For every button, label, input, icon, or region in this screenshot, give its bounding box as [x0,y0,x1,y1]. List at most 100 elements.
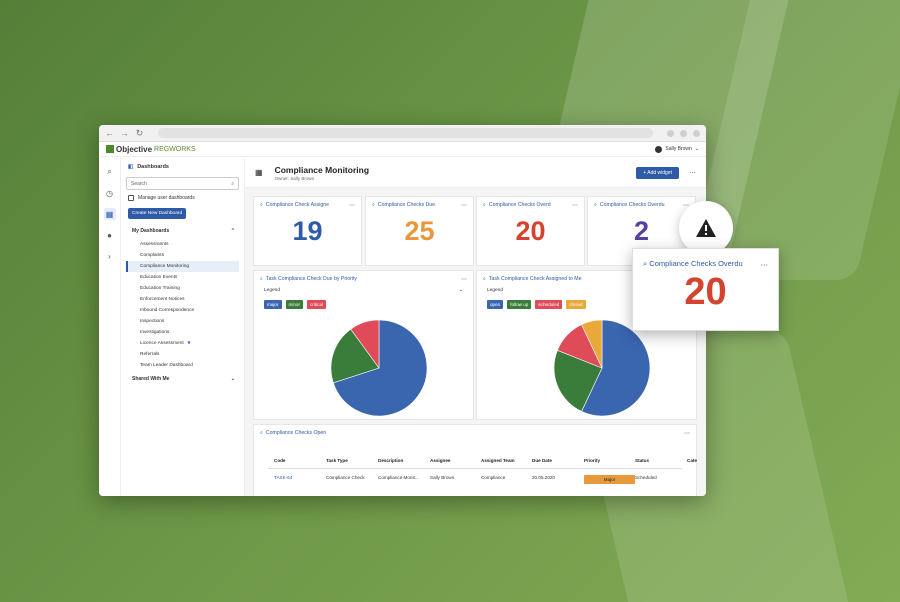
column-header[interactable]: Assigned Team [481,458,515,463]
search-icon[interactable]: ⌕ [107,167,112,176]
manage-label: Manage user dashboards [138,195,195,201]
sidebar-item[interactable]: Licence Assessment ★ [126,338,239,349]
column-header[interactable]: Assignee [430,458,451,463]
dashboard-header: ▦ Compliance Monitoring Owner: Sally Bro… [245,158,706,188]
sidebar-item[interactable]: Inspections [126,316,239,327]
window-control[interactable] [667,129,674,137]
table-cell: Compliance [481,475,506,480]
sidebar-title-text: Dashboards [137,164,169,170]
logo-mark-icon [106,145,114,153]
more-options-icon[interactable]: ⋯ [689,169,696,177]
search-icon: ⌕ [260,430,263,436]
kpi-widget[interactable]: ⌕ Compliance Checks Due ⋯ 25 [365,196,474,266]
address-bar[interactable] [158,128,653,138]
chart-card-priority: ⌕ Task Compliance Check Due by Priority ⋯ … [253,270,474,420]
pie-slice-critical[interactable] [350,319,380,369]
icon-rail: ⌕ ◷ ▦ ● › [99,158,121,496]
legend-tags: open follow up scheduled closed [477,293,696,316]
app-logo[interactable]: Objective REGWORKS [106,145,196,154]
pie-slice-follow-up[interactable] [553,349,603,412]
my-dashboards-label: My Dashboards [132,228,170,234]
legend-toggle[interactable]: Legend ⌄ [254,288,473,293]
overdue-widget-popup[interactable]: ⌕ Compliance Checks Overdu ⋯ 20 [632,248,779,331]
table-cell [687,475,697,484]
add-circle-icon[interactable]: ● [107,230,112,240]
table-cell: 20.05.2020 [532,475,555,480]
browser-toolbar: ← → ↻ [99,125,706,142]
sidebar-item[interactable]: Enforcement Notices [126,294,239,305]
window-control[interactable] [693,129,700,137]
table-cell: Compliance Monit... [378,475,419,480]
sidebar-item[interactable]: Investigations [126,327,239,338]
window-control[interactable] [680,129,687,137]
table-header: Code Task Type Description Assignee Assigned… [268,453,697,469]
more-options-icon[interactable]: ⋯ [683,203,689,209]
history-icon[interactable]: ◷ [106,188,113,198]
sidebar-item[interactable]: Compliance Monitoring [126,261,239,272]
pie-slice-closed[interactable] [581,319,603,369]
legend-toggle[interactable]: Legend [477,288,696,293]
shared-label: Shared With Me [132,376,170,382]
column-header[interactable]: Status [635,458,650,463]
search-icon: ⌕ [483,276,486,282]
legend-tag[interactable]: major [264,300,282,309]
sidebar-item[interactable]: Inbound Correspondence [126,305,239,316]
add-widget-button[interactable]: + Add widget [636,166,679,179]
pie-slice-minor[interactable] [330,328,380,384]
search-icon: ⌕ [594,202,597,208]
legend-tag[interactable]: closed [566,300,586,309]
legend-tag[interactable]: minor [285,300,303,309]
legend-tag[interactable]: scheduled [535,300,563,309]
more-options-icon[interactable]: ⋯ [349,203,355,209]
task-code-link[interactable]: TASK-64 [274,475,293,480]
favorite-star-icon[interactable]: ★ [186,341,192,346]
legend-tag[interactable]: open [487,300,504,309]
column-header[interactable]: Description [378,458,404,463]
more-options-icon[interactable]: ⋯ [684,431,690,437]
forward-icon[interactable]: → [120,128,129,138]
expand-icon[interactable]: › [108,251,111,261]
reload-icon[interactable]: ↻ [135,127,144,138]
create-dashboard-button[interactable]: Create New Dashboard [128,208,187,219]
sidebar-item-label: Enforcement Notices [140,297,185,302]
user-menu[interactable]: Sally Brown ⌄ [655,145,699,153]
sidebar-item[interactable]: Education Training [126,283,239,294]
pie-slice-major[interactable] [332,319,428,417]
dashboards-icon[interactable]: ▦ [103,208,116,220]
legend-tag[interactable]: critical [307,300,327,309]
search-icon: ⌕ [372,202,375,208]
more-options-icon[interactable]: ⋯ [461,203,467,209]
column-header[interactable]: Task Type [326,458,348,463]
sidebar-item-label: Education Events [140,275,178,280]
table-cell: Sally Brown [430,475,455,480]
pie-chart [330,319,428,417]
manage-dashboards-checkbox[interactable]: Manage user dashboards [128,195,239,201]
sidebar-item[interactable]: Team Leader Dashboard [126,360,239,371]
widget-value: 25 [404,216,435,246]
sidebar-item[interactable]: Education Events [126,272,239,283]
search-icon: ⌕ [231,180,234,187]
browser-window: ← → ↻ Objective REGWORKS Sally Brown ⌄ ⌕… [99,125,706,496]
column-header[interactable]: Code [274,458,286,463]
column-header[interactable]: Priority [584,458,601,463]
my-dashboards-header[interactable]: My Dashboards ⌃ [132,228,235,234]
back-icon[interactable]: ← [105,128,114,138]
sidebar-item[interactable]: Assessments [126,239,239,250]
sidebar-item[interactable]: Referrals [126,349,239,360]
column-header[interactable]: Cate [687,458,697,463]
sidebar-item[interactable]: Complaints [126,250,239,261]
legend-label: Legend [487,288,504,293]
shared-with-me-header[interactable]: Shared With Me ⌄ [132,376,235,382]
more-options-icon[interactable]: ⋯ [760,259,769,269]
kpi-widget[interactable]: ⌕ Compliance Check Assigne ⋯ 19 [253,196,362,266]
brand-main: Objective [116,144,153,154]
more-options-icon[interactable]: ⋯ [461,277,467,283]
widget-value: 19 [292,216,323,246]
more-options-icon[interactable]: ⋯ [572,203,578,209]
column-header[interactable]: Due Date [532,458,552,463]
sidebar-search-input[interactable]: Search ⌕ [126,177,239,190]
legend-tag[interactable]: follow up [507,300,532,309]
kpi-widget[interactable]: ⌕ Compliance Checks Overd ⋯ 20 [476,196,585,266]
pie-slice-open[interactable] [581,319,651,417]
table-row[interactable]: TASK-64 Compliance Check Compliance Monit.… [268,469,682,490]
